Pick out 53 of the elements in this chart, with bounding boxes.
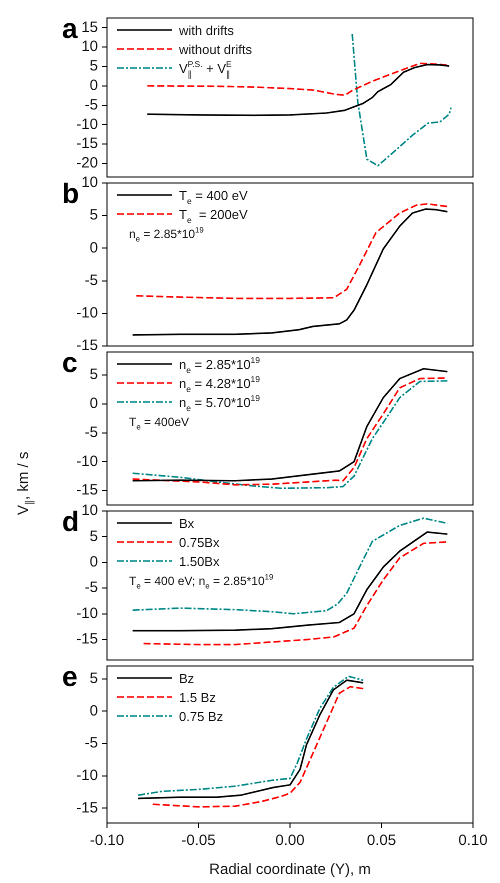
y-tick-label: 5 [90, 670, 98, 688]
legend-label: with drifts [178, 23, 234, 38]
legend-label: 0.75Bx [179, 535, 220, 550]
x-tick-label: -0.10 [90, 832, 124, 850]
x-axis-title: Radial coordinate (Y), m [209, 861, 371, 878]
legend-label: Bz [179, 671, 194, 686]
y-tick-label: -15 [76, 630, 98, 648]
legend-label: 0.75 Bz [179, 709, 224, 724]
y-tick-label: -5 [84, 96, 98, 114]
y-tick-label: 0 [90, 239, 98, 256]
y-tick-label: -15 [76, 337, 98, 354]
y-tick-label: 10 [81, 174, 98, 192]
y-tick-label: 0 [90, 554, 98, 571]
y-tick-label: -15 [76, 135, 98, 152]
line-series [351, 33, 452, 167]
chart-title: e [62, 661, 78, 692]
x-tick-label: 0.10 [458, 832, 488, 850]
y-tick-label: -20 [76, 154, 98, 172]
y-tick-label: 0 [90, 77, 98, 94]
legend-label: Bx [179, 516, 195, 531]
x-tick-label: -0.05 [181, 832, 216, 850]
y-tick-label: 0 [90, 702, 98, 720]
chart-title: d [62, 506, 80, 537]
y-tick-label: 15 [81, 18, 98, 36]
y-tick-label: 0 [90, 395, 98, 412]
y-tick-label: -10 [76, 116, 98, 133]
chart-title: c [62, 347, 78, 378]
y-tick-label: 10 [81, 38, 98, 56]
legend-label: 1.50Bx [179, 554, 220, 569]
y-tick-label: 5 [90, 58, 98, 75]
y-tick-label: -15 [76, 799, 98, 816]
y-tick-label: -5 [84, 424, 98, 441]
legend-label: 1.5 Bz [179, 690, 216, 705]
y-tick-label: -10 [76, 766, 98, 784]
chart-title: a [62, 13, 78, 44]
y-tick-label: -10 [76, 452, 98, 470]
line-series [152, 686, 364, 808]
x-tick-label: 0.05 [366, 832, 396, 850]
y-axis-title: V∥, km / s [15, 452, 36, 515]
y-tick-label: -5 [84, 272, 98, 289]
y-tick-label: 10 [81, 502, 98, 520]
y-tick-label: 5 [90, 528, 98, 545]
chart-title: b [62, 178, 80, 209]
y-tick-label: 5 [90, 206, 98, 224]
y-tick-label: -15 [76, 482, 98, 499]
y-tick-label: -10 [76, 604, 98, 622]
legend-label: without drifts [178, 42, 252, 57]
y-tick-label: -5 [84, 734, 98, 752]
y-tick-label: -5 [84, 579, 98, 596]
y-tick-label: 5 [90, 366, 98, 384]
x-tick-label: 0.00 [275, 832, 305, 850]
y-tick-label: -10 [76, 304, 98, 322]
line-series [135, 203, 448, 300]
